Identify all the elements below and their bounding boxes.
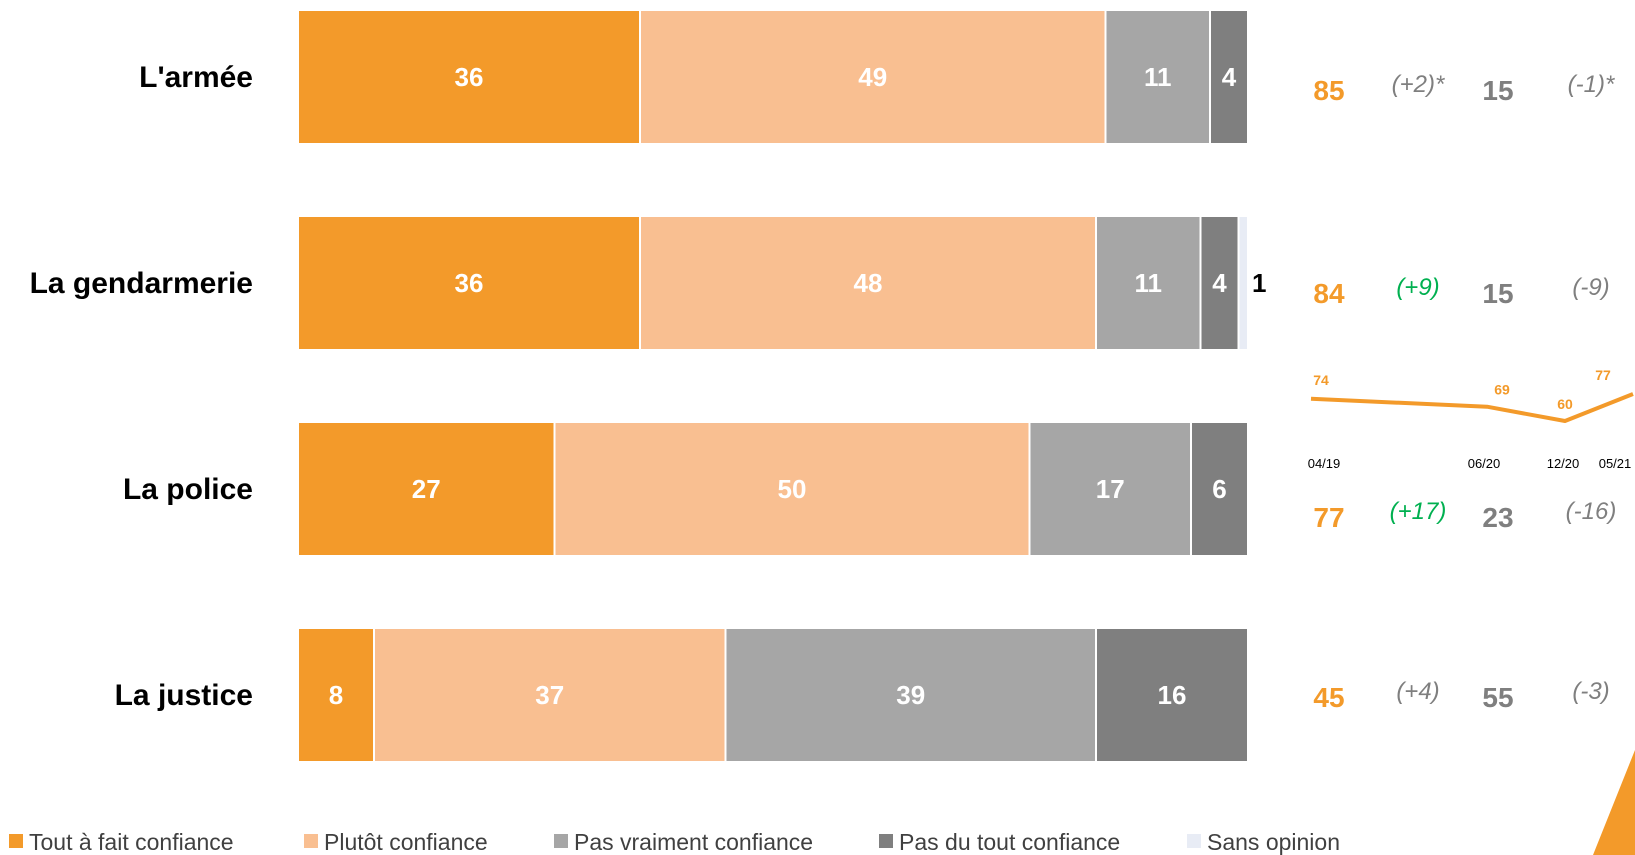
total-defiance: 23 xyxy=(1482,502,1513,533)
bar-row-la-police: La police 27 50 17 6 xyxy=(123,421,1249,557)
data-label: 37 xyxy=(535,680,564,710)
data-label: 6 xyxy=(1212,474,1226,504)
bar-segment-plutot-confiance xyxy=(639,9,1107,145)
category-label: L'armée xyxy=(139,61,253,94)
total-confiance: 77 xyxy=(1313,502,1344,533)
legend-label: Sans opinion xyxy=(1207,829,1340,855)
total-confiance: 45 xyxy=(1313,682,1344,713)
legend-swatch xyxy=(1187,834,1201,848)
summary-row: 45 (+4) 55 (-3) xyxy=(1313,678,1609,713)
defiance-delta: (-16) xyxy=(1566,498,1617,525)
bar-row-l-armee: L'armée 36 49 11 4 xyxy=(139,9,1249,145)
bar-rows: L'armée 36 49 11 4La gendarmerie 36 48 11 4 1La p… xyxy=(30,9,1266,763)
trend-date-label: 06/20 xyxy=(1468,456,1501,471)
data-label: 36 xyxy=(455,62,484,92)
data-label: 49 xyxy=(858,62,887,92)
legend-item-plutot-confiance: Plutôt confiance xyxy=(304,829,488,855)
confiance-delta: (+4) xyxy=(1396,678,1439,705)
data-label-outside: 1 xyxy=(1252,268,1266,298)
trend-value-label: 77 xyxy=(1595,367,1611,383)
data-label: 48 xyxy=(854,268,883,298)
trend-value-label: 60 xyxy=(1557,396,1573,412)
legend-swatch xyxy=(554,834,568,848)
legend-label: Pas du tout confiance xyxy=(899,829,1120,855)
legend: Tout à fait confiance Plutôt confiance Pas… xyxy=(9,829,1340,855)
data-label: 36 xyxy=(455,268,484,298)
data-label: 4 xyxy=(1222,62,1237,92)
legend-label: Pas vraiment confiance xyxy=(574,829,813,855)
bar-row-la-justice: La justice 8 37 39 16 xyxy=(115,627,1249,763)
data-label: 11 xyxy=(1144,62,1172,92)
bar-segment-pas-du-tout-confiance xyxy=(1209,9,1249,145)
summary-row: 85 (+2)* 15 (-1)* xyxy=(1313,71,1615,106)
data-label: 16 xyxy=(1158,680,1187,710)
confiance-delta: (+2)* xyxy=(1392,71,1445,98)
data-label: 17 xyxy=(1096,474,1125,504)
summary-row: 77 (+17) 23 (-16) xyxy=(1313,498,1616,533)
legend-item-pas-vraiment-confiance: Pas vraiment confiance xyxy=(554,829,813,855)
data-label: 8 xyxy=(329,680,343,710)
bar-segment-tout-a-fait-confiance xyxy=(297,627,375,763)
total-defiance: 55 xyxy=(1482,682,1513,713)
legend-item-sans-opinion: Sans opinion xyxy=(1187,829,1340,855)
total-confiance: 85 xyxy=(1313,75,1344,106)
bar-segment-pas-du-tout-confiance xyxy=(1190,421,1249,557)
bar-segment-pas-vraiment-confiance xyxy=(1104,9,1211,145)
bar-segment-plutot-confiance xyxy=(639,215,1097,351)
defiance-delta: (-9) xyxy=(1572,274,1609,301)
data-label: 27 xyxy=(412,474,441,504)
category-label: La justice xyxy=(115,679,253,712)
summary-columns: 85 (+2)* 15 (-1)* 84 (+9) 15 (-9) 77 (+17) 23 (-16)… xyxy=(1313,71,1616,713)
bar-segment-pas-du-tout-confiance xyxy=(1199,215,1240,351)
trend-value-label: 69 xyxy=(1494,382,1510,398)
category-label: La gendarmerie xyxy=(30,267,253,300)
trend-date-label: 05/21 xyxy=(1599,456,1632,471)
bar-segment-pas-vraiment-confiance xyxy=(724,627,1097,763)
legend-swatch xyxy=(304,834,318,848)
total-confiance: 84 xyxy=(1313,278,1345,309)
total-defiance: 15 xyxy=(1482,278,1513,309)
bar-segment-plutot-confiance xyxy=(553,421,1031,557)
bar-segment-tout-a-fait-confiance xyxy=(297,215,641,351)
orange-corner-decoration xyxy=(1593,750,1635,855)
bar-segment-sans-opinion xyxy=(1237,215,1249,351)
defiance-delta: (-1)* xyxy=(1568,71,1615,98)
total-defiance: 15 xyxy=(1482,75,1513,106)
trend-value-label: 74 xyxy=(1313,372,1329,388)
bar-segment-tout-a-fait-confiance xyxy=(297,421,556,557)
bar-segment-plutot-confiance xyxy=(373,627,727,763)
trend-date-label: 04/19 xyxy=(1308,456,1341,471)
summary-row: 84 (+9) 15 (-9) xyxy=(1313,274,1609,309)
legend-swatch xyxy=(879,834,893,848)
legend-item-tout-a-fait-confiance: Tout à fait confiance xyxy=(9,829,234,855)
bar-segment-pas-vraiment-confiance xyxy=(1095,215,1202,351)
bar-row-la-gendarmerie: La gendarmerie 36 48 11 4 1 xyxy=(30,215,1266,351)
legend-label: Plutôt confiance xyxy=(324,829,488,855)
data-label: 11 xyxy=(1135,268,1163,298)
data-label: 39 xyxy=(896,680,925,710)
police-trend-chart: 74 69 60 77 04/19 06/20 12/20 05/21 xyxy=(1308,367,1634,471)
legend-swatch xyxy=(9,834,23,848)
data-label: 50 xyxy=(778,474,807,504)
bar-segment-pas-du-tout-confiance xyxy=(1095,627,1249,763)
confiance-delta: (+9) xyxy=(1396,274,1439,301)
defiance-delta: (-3) xyxy=(1572,678,1609,705)
data-label: 4 xyxy=(1212,268,1227,298)
bar-segment-tout-a-fait-confiance xyxy=(297,9,641,145)
legend-item-pas-du-tout-confiance: Pas du tout confiance xyxy=(879,829,1120,855)
trend-line xyxy=(1310,392,1634,423)
confiance-delta: (+17) xyxy=(1390,498,1447,525)
trend-date-label: 12/20 xyxy=(1547,456,1580,471)
category-label: La police xyxy=(123,473,253,506)
legend-label: Tout à fait confiance xyxy=(29,829,234,855)
